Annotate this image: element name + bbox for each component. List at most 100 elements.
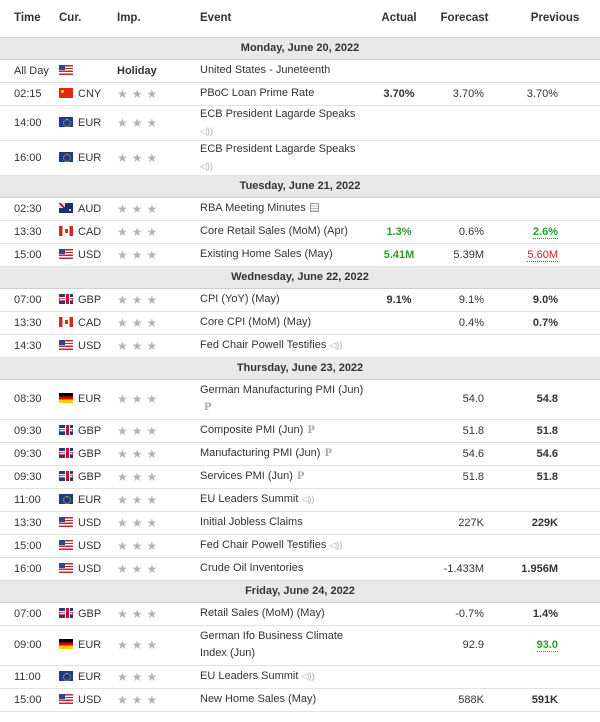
event-name-cell[interactable]: Services PMI (Jun) P [198, 465, 369, 489]
event-name[interactable]: CPI (YoY) (May) [200, 293, 280, 305]
col-header-event[interactable]: Event [198, 0, 369, 38]
event-name[interactable]: New Home Sales (May) [200, 693, 317, 705]
event-time: 16:00 [0, 557, 59, 581]
event-row[interactable]: 13:30 USD ★ ★ ★ Initial Jobless Claims 227K 229… [0, 511, 600, 535]
event-currency: CAD [78, 225, 102, 238]
event-previous[interactable]: 93.0 [536, 639, 558, 652]
flag-gb-icon [59, 607, 73, 618]
event-name-cell[interactable]: Retail Sales (MoM) (May) [198, 602, 369, 626]
event-name-cell[interactable]: Manufacturing PMI (Jun) P [198, 442, 369, 466]
event-name-cell[interactable]: Initial Jobless Claims [198, 511, 369, 535]
event-previous: 51.8 [536, 470, 558, 483]
event-actual [369, 197, 419, 221]
event-name[interactable]: United States - Juneteenth [200, 64, 331, 76]
event-row[interactable]: 16:00 USD ★ ★ ★ Crude Oil Inventories -1.433M 1… [0, 557, 600, 581]
event-row[interactable]: 11:00 EUR ★ ★ ★ EU Leaders Summit ◁)) [0, 665, 600, 689]
event-row[interactable]: 09:30 GBP ★ ★ ★ Composite PMI (Jun) P 51.8 51.8 [0, 419, 600, 443]
event-name[interactable]: ECB President Lagarde Speaks [200, 107, 356, 120]
event-row[interactable]: 02:30 AUD ★ ★ ★ RBA Meeting Minutes [0, 197, 600, 221]
event-name-cell[interactable]: German Manufacturing PMI (Jun) P [198, 379, 369, 420]
event-row[interactable]: 07:00 GBP ★ ★ ★ CPI (YoY) (May) 9.1% 9.1% 9.0% [0, 288, 600, 312]
event-previous[interactable]: 5.60M [527, 248, 558, 262]
event-row[interactable]: 09:00 EUR ★ ★ ★ German Ifo Business Climate I… [0, 625, 600, 666]
event-row[interactable]: 16:00 EUR ★ ★ ★ ECB President Lagarde Speaks ◁… [0, 140, 600, 176]
event-row[interactable]: 15:00 USD ★ ★ ★ Existing Home Sales (May) 5.41… [0, 243, 600, 267]
event-name-cell[interactable]: PBoC Loan Prime Rate [198, 82, 369, 106]
event-name[interactable]: German Manufacturing PMI (Jun) [200, 384, 364, 396]
speaker-icon: ◁)) [329, 340, 343, 350]
event-name[interactable]: ECB President Lagarde Speaks [200, 142, 356, 155]
event-name-cell[interactable]: Composite PMI (Jun) P [198, 419, 369, 443]
event-name-cell[interactable]: EU Leaders Summit ◁)) [198, 488, 369, 512]
col-header-currency[interactable]: Cur. [59, 0, 117, 38]
col-header-time[interactable]: Time [0, 0, 59, 38]
event-currency: USD [78, 516, 102, 529]
event-name[interactable]: EU Leaders Summit [200, 670, 299, 682]
event-currency: EUR [78, 639, 102, 651]
event-name[interactable]: Fed Chair Powell Testifies [200, 339, 327, 351]
event-row[interactable]: 14:00 EUR ★ ★ ★ ECB President Lagarde Speaks ◁… [0, 105, 600, 141]
star-icon: ★ [131, 638, 143, 652]
event-name[interactable]: Core Retail Sales (MoM) (Apr) [200, 225, 348, 237]
event-name-cell[interactable]: Core Retail Sales (MoM) (Apr) [198, 220, 369, 244]
event-row[interactable]: 13:30 CAD ★ ★ ★ Core Retail Sales (MoM) (Apr)… [0, 220, 600, 244]
event-name-cell[interactable]: EU Leaders Summit ◁)) [198, 665, 369, 689]
star-icon: ★ [131, 392, 143, 406]
event-name-cell[interactable]: German Ifo Business Climate Index (Jun) [198, 625, 369, 666]
event-name-cell[interactable]: Fed Chair Powell Testifies ◁)) [198, 334, 369, 358]
event-name[interactable]: EU Leaders Summit [200, 493, 299, 505]
event-currency-cell: CAD [59, 311, 117, 335]
event-importance: ★ ★ ★ [117, 288, 198, 312]
event-name-cell[interactable]: Core CPI (MoM) (May) [198, 311, 369, 335]
event-name-cell[interactable]: RBA Meeting Minutes [198, 197, 369, 221]
star-icon: ★ [146, 315, 158, 330]
event-name-cell[interactable]: New Home Sales (May) [198, 688, 369, 712]
event-name-cell[interactable]: ECB President Lagarde Speaks ◁)) [198, 105, 369, 141]
col-header-importance[interactable]: Imp. [117, 0, 198, 38]
event-currency: GBP [78, 447, 102, 460]
star-icon: ★ [131, 692, 143, 707]
event-row[interactable]: 07:00 GBP ★ ★ ★ Retail Sales (MoM) (May) -0.7%… [0, 602, 600, 626]
event-name-cell[interactable]: Existing Home Sales (May) [198, 243, 369, 267]
event-row[interactable]: All Day Holiday United States - Juneteenth [0, 59, 600, 83]
event-name[interactable]: Manufacturing PMI (Jun) [200, 447, 321, 459]
event-name[interactable]: Fed Chair Powell Testifies [200, 539, 327, 551]
event-name-cell[interactable]: Fed Chair Powell Testifies ◁)) [198, 534, 369, 558]
event-row[interactable]: 11:00 EUR ★ ★ ★ EU Leaders Summit ◁)) [0, 488, 600, 512]
event-name-cell[interactable]: CPI (YoY) (May) [198, 288, 369, 312]
event-name[interactable]: Core CPI (MoM) (May) [200, 316, 312, 328]
event-name[interactable]: RBA Meeting Minutes [200, 202, 306, 214]
event-row[interactable]: 08:30 EUR ★ ★ ★ German Manufacturing PMI (Jun… [0, 379, 600, 420]
event-row[interactable]: 09:30 GBP ★ ★ ★ Manufacturing PMI (Jun) P 54.6 5… [0, 442, 600, 466]
event-name[interactable]: Initial Jobless Claims [200, 516, 303, 528]
event-previous-cell: 591K [502, 688, 600, 712]
event-importance: ★ ★ ★ [117, 557, 198, 581]
event-actual [369, 488, 419, 512]
col-header-actual[interactable]: Actual [369, 0, 419, 38]
event-name[interactable]: German Ifo Business Climate Index (Jun) [200, 630, 344, 659]
event-row[interactable]: 15:00 USD ★ ★ ★ Fed Chair Powell Testifies ◁)) [0, 534, 600, 558]
event-row[interactable]: 02:15 CNY ★ ★ ★ PBoC Loan Prime Rate 3.70% 3.70… [0, 82, 600, 106]
event-name[interactable]: Composite PMI (Jun) [200, 424, 304, 436]
event-name[interactable]: Retail Sales (MoM) (May) [200, 607, 325, 619]
importance-stars: ★ ★ ★ [117, 607, 161, 621]
event-row[interactable]: 15:00 USD ★ ★ ★ New Home Sales (May) 588K 591K [0, 688, 600, 712]
event-name[interactable]: PBoC Loan Prime Rate [200, 87, 315, 99]
event-name[interactable]: Crude Oil Inventories [200, 562, 304, 574]
event-name-cell[interactable]: ECB President Lagarde Speaks ◁)) [198, 140, 369, 176]
event-forecast: 51.8 [419, 465, 502, 489]
star-icon: ★ [117, 201, 128, 216]
event-name[interactable]: Existing Home Sales (May) [200, 248, 333, 260]
event-name-cell[interactable]: Crude Oil Inventories [198, 557, 369, 581]
col-header-previous[interactable]: Previous [502, 0, 600, 38]
event-row[interactable]: 13:30 CAD ★ ★ ★ Core CPI (MoM) (May) 0.4% 0.7% [0, 311, 600, 335]
col-header-forecast[interactable]: Forecast [419, 0, 502, 38]
event-name-cell[interactable]: United States - Juneteenth [198, 59, 369, 83]
event-previous[interactable]: 2.6% [532, 225, 558, 239]
event-forecast: 9.1% [419, 288, 502, 312]
event-name[interactable]: Services PMI (Jun) [200, 470, 293, 482]
event-row[interactable]: 09:30 GBP ★ ★ ★ Services PMI (Jun) P 51.8 51.8 [0, 465, 600, 489]
event-row[interactable]: 14:30 USD ★ ★ ★ Fed Chair Powell Testifies ◁)) [0, 334, 600, 358]
event-previous-cell: 93.0 [502, 625, 600, 666]
